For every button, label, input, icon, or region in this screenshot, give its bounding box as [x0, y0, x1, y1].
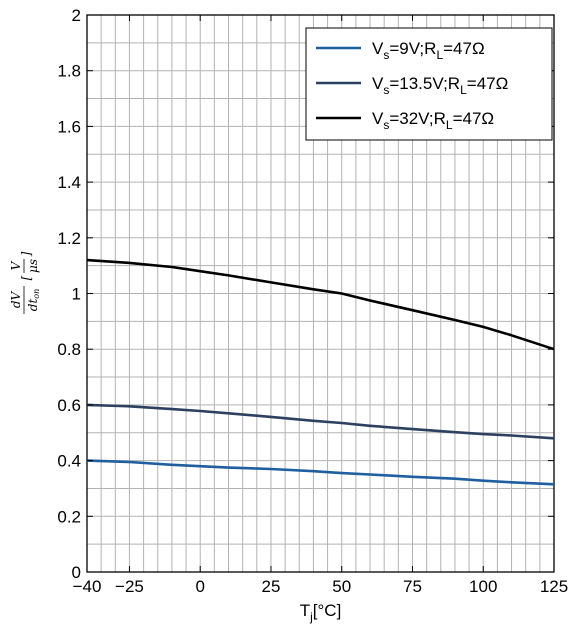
y-tick-label: 0.4	[57, 452, 81, 471]
y-tick-label: 1.8	[57, 62, 81, 81]
y-axis-label: dV dton [ V μs]	[9, 251, 41, 314]
x-tick-label: 125	[540, 577, 568, 596]
legend-label: Vs=32V;RL=47Ω	[372, 109, 494, 132]
y-tick-label: 0.2	[57, 507, 81, 526]
series-lines	[86, 258, 555, 486]
y-tick-label: 0.6	[57, 396, 81, 415]
legend-label: Vs=9V;RL=47Ω	[372, 39, 485, 62]
axis-ticks: 0 0.2 0.4 0.6 0.8 1 1.2 1.4 1.6 1.8 2 −40 −25 0 25 50 75…	[57, 6, 568, 596]
y-tick-label: 1.4	[57, 173, 81, 192]
series-line	[86, 403, 555, 440]
legend-label: Vs=13.5V;RL=47Ω	[372, 74, 508, 97]
x-axis-label: Tj[°C]	[300, 601, 342, 624]
y-axis-label-unit-numerator: V	[9, 260, 23, 270]
y-axis-label-bracket-open: [	[19, 275, 33, 280]
x-tick-label: −25	[115, 577, 144, 596]
x-tick-label: 100	[469, 577, 497, 596]
y-axis-label-numerator: dV	[9, 290, 23, 308]
y-axis-label-bracket-close: ]	[19, 251, 33, 257]
x-tick-label: −40	[73, 577, 102, 596]
y-tick-label: 1.2	[57, 229, 81, 248]
series-line	[86, 459, 555, 486]
y-axis-label-unit-denominator: μs	[26, 259, 40, 273]
x-tick-label: 0	[195, 577, 204, 596]
x-tick-label: 25	[262, 577, 281, 596]
axis-labels: Tj[°C] dV dton [ V μs]	[9, 251, 341, 624]
y-tick-label: 1.6	[57, 117, 81, 136]
legend: Vs=9V;RL=47Ω Vs=13.5V;RL=47Ω Vs=32V;RL=47Ω	[305, 27, 553, 141]
y-tick-label: 0	[72, 563, 81, 582]
y-tick-label: 2	[72, 6, 81, 25]
x-tick-label: 50	[332, 577, 351, 596]
y-axis-label-denominator: dton	[26, 289, 41, 311]
x-tick-label: 75	[403, 577, 422, 596]
y-tick-label: 0.8	[57, 340, 81, 359]
series-line	[86, 258, 555, 351]
y-tick-label: 1	[72, 285, 81, 304]
grid	[86, 14, 555, 573]
